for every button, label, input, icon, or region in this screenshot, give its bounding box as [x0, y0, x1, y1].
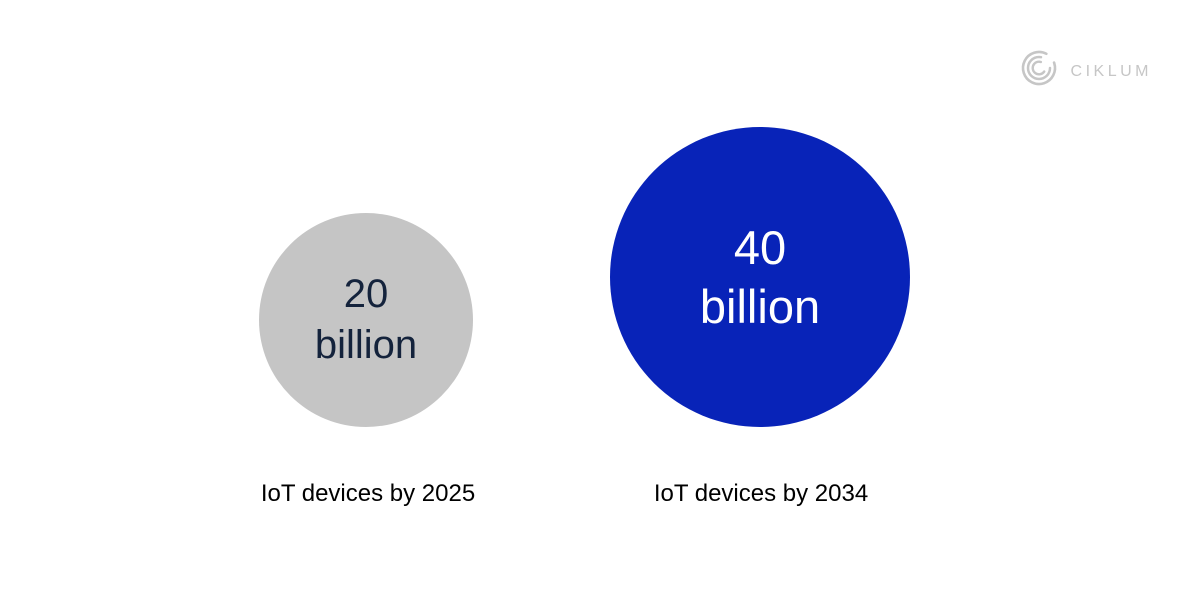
- ciklum-logo-icon: [1018, 46, 1062, 95]
- bubble-2025-unit: billion: [314, 323, 418, 367]
- caption-2025: IoT devices by 2025: [260, 480, 476, 507]
- bubble-2034-value: 40: [733, 221, 787, 274]
- ciklum-logo-wordmark: CIKLUM: [1070, 62, 1152, 80]
- bubble-2034: 40 billion: [610, 127, 910, 427]
- bubble-2025: 20 billion: [259, 213, 473, 427]
- caption-2034: IoT devices by 2034: [653, 480, 869, 507]
- ciklum-logo: CIKLUM: [1018, 46, 1152, 95]
- bubble-2034-unit: billion: [699, 280, 821, 333]
- bubble-2025-value: 20: [343, 272, 389, 316]
